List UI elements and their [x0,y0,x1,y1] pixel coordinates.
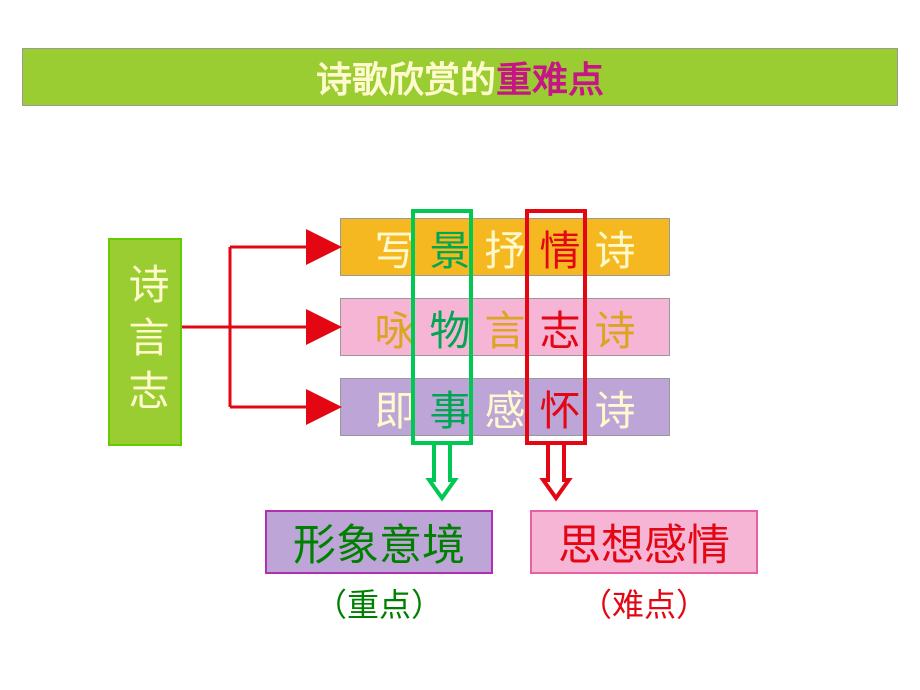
bottom-box-0: 形象意境 [265,510,493,574]
bottom-label-1: （难点） [530,580,758,626]
bottom-label-0: （重点） [265,580,493,626]
bottom-box-1: 思想感情 [530,510,758,574]
